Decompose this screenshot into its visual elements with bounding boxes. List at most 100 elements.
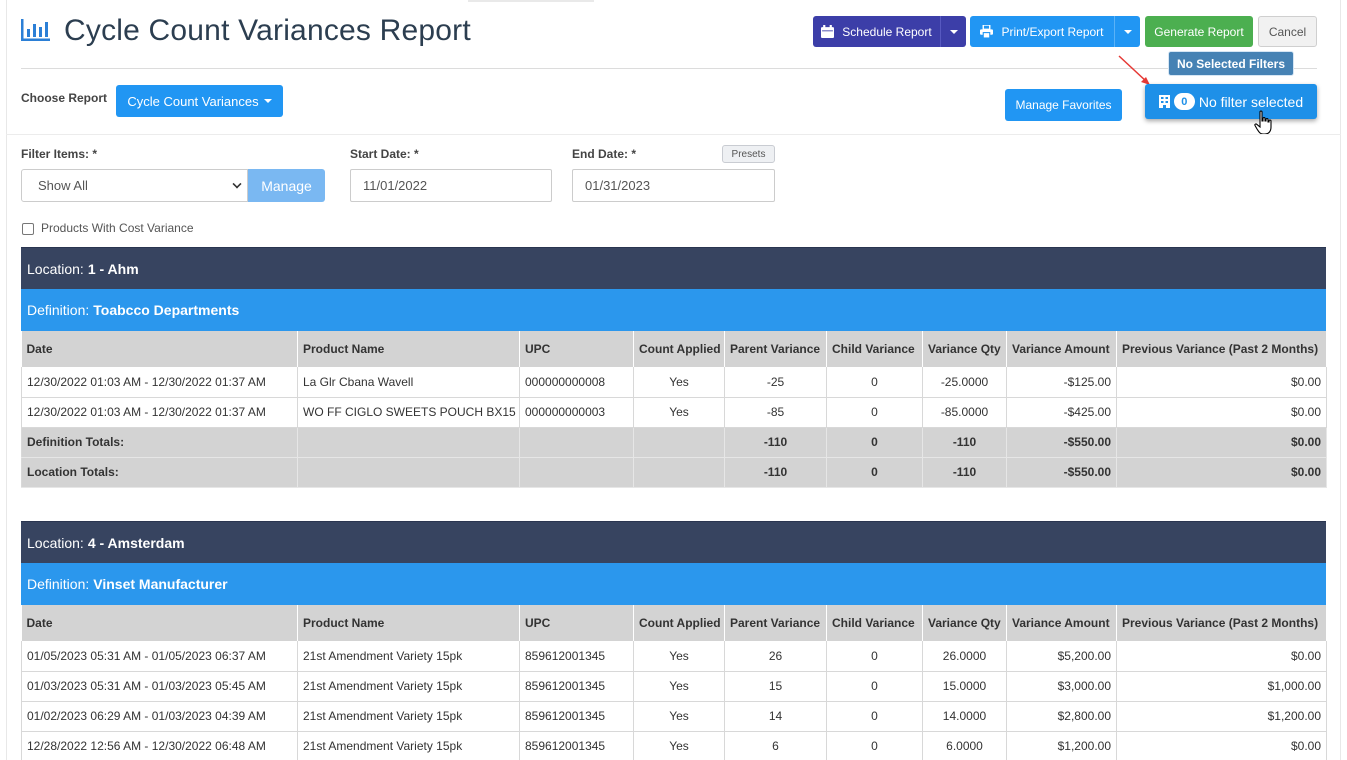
totals-cell [633,457,725,488]
bar-chart-icon [21,19,50,41]
no-filters-tooltip: No Selected Filters [1169,52,1293,75]
table-cell: $5,200.00 [1006,641,1117,672]
totals-cell: -110 [922,427,1007,458]
table-row: 01/02/2023 06:29 AM - 01/03/2023 04:39 A… [21,701,1327,732]
table-cell: $0.00 [1116,641,1327,672]
table-cell: -$125.00 [1006,367,1117,398]
table-cell: 01/05/2023 05:31 AM - 01/05/2023 06:37 A… [21,641,298,672]
location-prefix: Location: [27,260,84,277]
definition-prefix: Definition: [27,302,90,318]
top-strip [468,0,594,2]
table-cell: 14.0000 [922,701,1007,732]
column-header[interactable]: Variance Qty [922,331,1007,367]
table-cell: $0.00 [1116,397,1327,428]
totals-cell: -$550.00 [1006,427,1117,458]
totals-cell [519,427,634,458]
table-row: 12/30/2022 01:03 AM - 12/30/2022 01:37 A… [21,367,1327,398]
table-cell: 0 [826,367,923,398]
totals-cell: Location Totals: [21,457,298,488]
column-header[interactable]: Parent Variance [724,605,827,641]
location-header: Location: 4 - Amsterdam [21,521,1326,563]
filter-items-select[interactable]: Show All [21,169,248,202]
column-header[interactable]: Date [21,605,298,641]
table-cell: -85.0000 [922,397,1007,428]
table-cell: 6.0000 [922,731,1007,760]
totals-cell: -110 [724,427,827,458]
location-prefix: Location: [27,534,84,551]
location-block: Location: 4 - Amsterdam Definition: Vins… [21,521,1327,760]
table-cell: 21st Amendment Variety 15pk [297,701,520,732]
table-cell: Yes [633,671,725,702]
column-header[interactable]: Product Name [297,605,520,641]
filter-items-value: Show All [38,178,88,193]
table-cell: 01/02/2023 06:29 AM - 01/03/2023 04:39 A… [21,701,298,732]
table-cell: Yes [633,701,725,732]
table-cell: 15 [724,671,827,702]
filter-items-label: Filter Items: * [21,147,98,161]
definition-prefix: Definition: [27,576,90,592]
start-date-input[interactable]: 11/01/2022 [350,169,552,202]
table-row: 01/03/2023 05:31 AM - 01/03/2023 05:45 A… [21,671,1327,702]
column-header[interactable]: Count Applied [633,331,725,367]
page-frame [6,0,1341,760]
schedule-report-button[interactable]: Schedule Report [813,16,940,47]
column-header[interactable]: Count Applied [633,605,725,641]
column-header[interactable]: Child Variance [826,605,923,641]
table-cell: 21st Amendment Variety 15pk [297,731,520,760]
caret-down-icon [1123,29,1132,34]
column-header[interactable]: UPC [519,331,634,367]
column-header[interactable]: Child Variance [826,331,923,367]
print-export-dropdown-button[interactable] [1114,16,1140,47]
column-header[interactable]: Date [21,331,298,367]
column-header[interactable]: Variance Amount [1006,331,1117,367]
column-header[interactable]: Product Name [297,331,520,367]
filter-icon [1158,95,1170,108]
choose-report-label: Choose Report [21,91,108,105]
definition-header: Definition: Toabcco Departments [21,289,1326,331]
location-header: Location: 1 - Ahm [21,247,1326,289]
report-type-dropdown[interactable]: Cycle Count Variances [116,85,283,117]
manage-button[interactable]: Manage [248,169,325,202]
column-header[interactable]: Variance Amount [1006,605,1117,641]
table-row: 01/05/2023 05:31 AM - 01/05/2023 06:37 A… [21,641,1327,672]
cancel-button[interactable]: Cancel [1258,16,1317,47]
chevron-down-icon [232,179,242,189]
table-cell: $1,200.00 [1006,731,1117,760]
manage-favorites-button[interactable]: Manage Favorites [1005,89,1122,121]
calendar-icon [821,25,835,38]
generate-report-button[interactable]: Generate Report [1145,16,1253,47]
schedule-report-dropdown-button[interactable] [940,16,966,47]
location-block: Location: 1 - Ahm Definition: Toabcco De… [21,247,1327,488]
totals-cell [519,457,634,488]
table-cell: -$425.00 [1006,397,1117,428]
column-header[interactable]: Previous Variance (Past 2 Months) [1116,605,1327,641]
table-cell: 12/28/2022 12:56 AM - 12/30/2022 06:48 A… [21,731,298,760]
column-header[interactable]: UPC [519,605,634,641]
totals-cell [297,427,520,458]
table-cell: Yes [633,641,725,672]
end-date-label: End Date: * [572,147,637,161]
presets-button[interactable]: Presets [722,145,775,163]
table-row: 12/28/2022 12:56 AM - 12/30/2022 06:48 A… [21,731,1327,760]
totals-row: Location Totals: -110 0 -110 -$550.00 $0.00 [21,457,1327,488]
column-header[interactable]: Parent Variance [724,331,827,367]
filter-selector-button[interactable]: 0 No filter selected [1145,84,1317,119]
table-cell: $3,000.00 [1006,671,1117,702]
totals-cell: Definition Totals: [21,427,298,458]
start-date-label: Start Date: * [350,147,419,161]
cost-variance-checkbox[interactable] [22,223,34,235]
table-cell: 01/03/2023 05:31 AM - 01/03/2023 05:45 A… [21,671,298,702]
column-header[interactable]: Previous Variance (Past 2 Months) [1116,331,1327,367]
table-cell: -25 [724,367,827,398]
end-date-input[interactable]: 01/31/2023 [572,169,775,202]
print-export-button[interactable]: Print/Export Report [970,16,1114,47]
caret-down-icon [949,29,958,34]
table-cell: 0 [826,701,923,732]
location-name: 4 - Amsterdam [87,534,185,551]
column-header[interactable]: Variance Qty [922,605,1007,641]
table-cell: 15.0000 [922,671,1007,702]
table-header-row: Date Product Name UPC Count Applied Parent V… [21,605,1327,641]
table-header-row: Date Product Name UPC Count Applied Parent V… [21,331,1327,367]
table-cell: $1,200.00 [1116,701,1327,732]
variance-table: Date Product Name UPC Count Applied Parent V… [21,605,1327,760]
